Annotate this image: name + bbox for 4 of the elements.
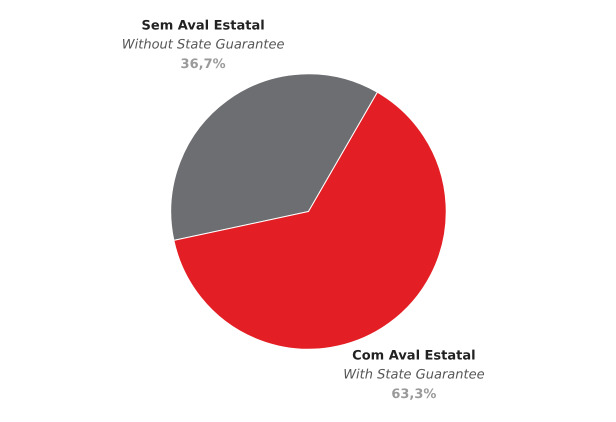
data-label: 63,3% [391, 386, 436, 402]
slice-label: Com Aval Estatal With State Guarantee [343, 348, 485, 383]
data-label: 36,7% [180, 56, 226, 72]
slice-label: Sem Aval Estatal Without State Guarantee [122, 18, 284, 53]
